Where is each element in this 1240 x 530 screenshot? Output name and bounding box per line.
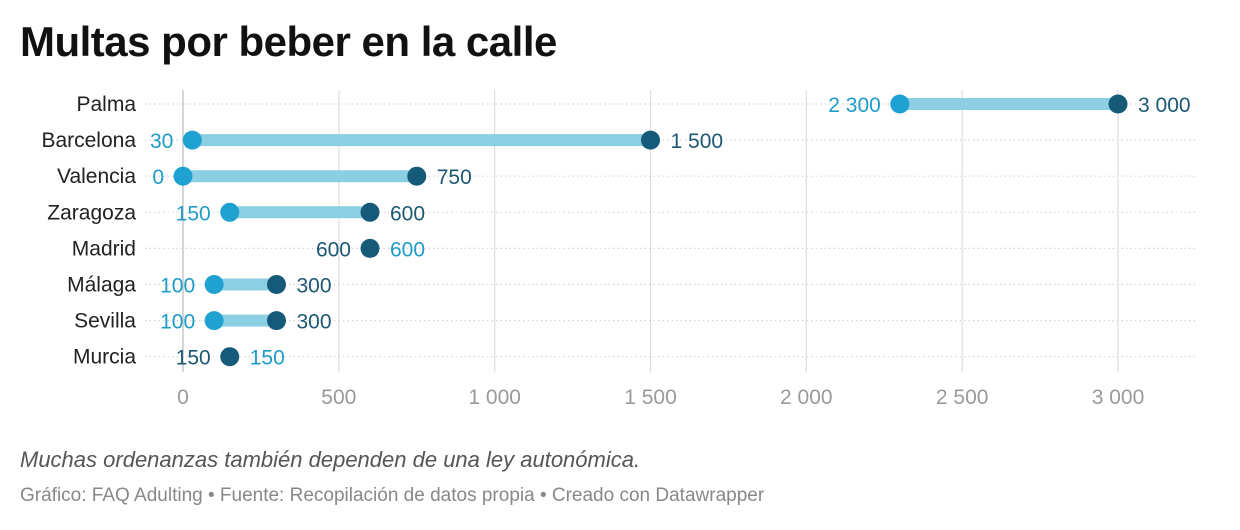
axis-layer: 0 500 1 000 1 500 2 000 2 500 3 000 — [177, 386, 1144, 409]
min-value-label: 150 — [176, 202, 211, 225]
max-value-label: 300 — [297, 311, 332, 334]
max-dot — [267, 275, 286, 294]
max-value-label: 300 — [297, 275, 332, 298]
min-dot — [204, 275, 224, 294]
min-value-label: 150 — [176, 347, 211, 370]
category-label: Madrid — [72, 237, 136, 260]
category-label: Valencia — [57, 165, 136, 188]
max-dot — [360, 202, 380, 222]
min-value-label: 100 — [160, 311, 195, 334]
max-value-label: 600 — [390, 202, 425, 225]
min-dot — [220, 202, 240, 222]
min-dot — [182, 130, 202, 150]
min-value-label: 30 — [150, 130, 173, 153]
max-dot — [220, 347, 240, 367]
max-value-label: 1 500 — [671, 130, 724, 153]
max-value-label: 150 — [250, 347, 285, 370]
x-tick-label: 2 000 — [780, 386, 833, 409]
category-label: Murcia — [73, 346, 136, 369]
min-value-label: 600 — [316, 238, 351, 261]
max-dot — [360, 238, 380, 258]
dot-range-chart: Palma 2 300 3 000 Barcelona 30 1 500 Valencia 0… — [41, 90, 1196, 409]
chart-title: Multas por beber en la calle — [20, 18, 557, 65]
max-dot — [1108, 94, 1128, 114]
label-layer: Palma 2 300 3 000 Barcelona 30 1 500 Valencia 0… — [41, 93, 1190, 370]
max-dot — [641, 130, 660, 150]
min-value-label: 2 300 — [828, 94, 881, 117]
min-value-label: 100 — [160, 275, 195, 298]
max-dot — [407, 166, 427, 186]
max-value-label: 3 000 — [1138, 94, 1191, 117]
chart-note: Muchas ordenanzas también dependen de un… — [20, 447, 641, 472]
max-dot — [267, 311, 286, 331]
x-tick-label: 1 000 — [468, 386, 521, 409]
chart-footer: Gráfico: FAQ Adulting • Fuente: Recopila… — [20, 485, 765, 506]
x-tick-label: 2 500 — [936, 386, 989, 409]
min-dot — [173, 166, 193, 186]
min-dot — [890, 94, 910, 114]
category-label: Málaga — [67, 274, 136, 297]
x-tick-label: 500 — [321, 386, 356, 409]
category-label: Palma — [76, 93, 136, 116]
category-label: Zaragoza — [47, 201, 136, 224]
category-label: Sevilla — [74, 310, 136, 333]
max-value-label: 600 — [390, 238, 425, 261]
x-tick-label: 1 500 — [624, 386, 677, 409]
x-tick-label: 0 — [177, 386, 189, 409]
bar-layer — [183, 98, 1118, 327]
x-tick-label: 3 000 — [1092, 386, 1145, 409]
dot-layer — [173, 94, 1128, 367]
max-value-label: 750 — [437, 166, 472, 189]
min-value-label: 0 — [152, 166, 164, 189]
category-label: Barcelona — [41, 129, 136, 152]
min-dot — [204, 311, 224, 331]
